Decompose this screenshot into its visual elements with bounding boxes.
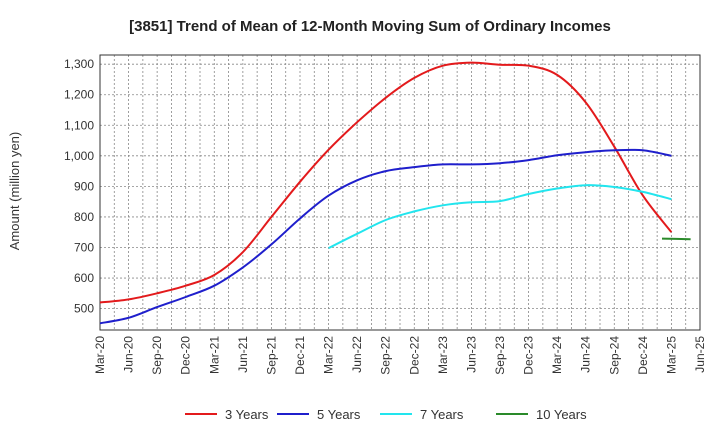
x-tick-label: Jun-20 [122, 336, 136, 373]
y-tick-label: 1,200 [64, 88, 94, 102]
x-tick-label: Jun-25 [693, 336, 707, 373]
x-tick-label: Jun-23 [464, 336, 478, 373]
x-tick-label: Sep-23 [493, 336, 507, 375]
series-line-5-years [99, 148, 672, 325]
y-tick-label: 1,100 [64, 118, 94, 132]
x-tick-label: Mar-20 [93, 336, 107, 374]
x-tick-label: Dec-22 [407, 336, 421, 375]
legend: 3 Years 5 Years 7 Years 10 Years [185, 407, 587, 422]
x-tick-label: Dec-20 [179, 336, 193, 375]
x-tick-label: Mar-25 [664, 336, 678, 374]
y-tick-label: 700 [74, 241, 94, 255]
x-tick-label: Dec-23 [522, 336, 536, 375]
x-tick-label: Sep-21 [264, 336, 278, 375]
x-tick-label: Jun-21 [236, 336, 250, 373]
x-tick-label: Jun-22 [350, 336, 364, 373]
series-line-10-years [661, 237, 691, 241]
x-tick-label: Mar-23 [436, 336, 450, 374]
series-line-7-years [328, 184, 672, 249]
chart-title: [3851] Trend of Mean of 12-Month Moving … [129, 18, 611, 35]
y-axis-label: Amount (million yen) [7, 132, 22, 251]
y-tick-label: 900 [74, 179, 94, 193]
y-tick-label: 600 [74, 271, 94, 285]
y-tick-label: 1,000 [64, 149, 94, 163]
x-tick-label: Sep-22 [379, 336, 393, 375]
legend-label: 7 Years [420, 407, 464, 422]
x-tick-label: Sep-24 [607, 336, 621, 375]
y-tick-label: 1,300 [64, 57, 94, 71]
x-tick-label: Jun-24 [579, 336, 593, 373]
x-tick-label: Dec-24 [636, 336, 650, 375]
x-tick-label: Mar-24 [550, 336, 564, 374]
y-tick-label: 500 [74, 302, 94, 316]
legend-label: 3 Years [225, 407, 269, 422]
x-tick-label: Mar-21 [207, 336, 221, 374]
plot-frame [99, 54, 701, 331]
series-line-3-years [99, 61, 673, 304]
plot-area: 500 600 700 800 900 1,000 1,100 1,200 1,300 Mar-2… [64, 54, 707, 375]
x-tick-label: Dec-21 [293, 336, 307, 375]
y-tick-label: 800 [74, 210, 94, 224]
legend-label: 5 Years [317, 407, 361, 422]
legend-label: 10 Years [536, 407, 587, 422]
x-tick-label: Sep-20 [150, 336, 164, 375]
x-tick-label: Mar-22 [322, 336, 336, 374]
